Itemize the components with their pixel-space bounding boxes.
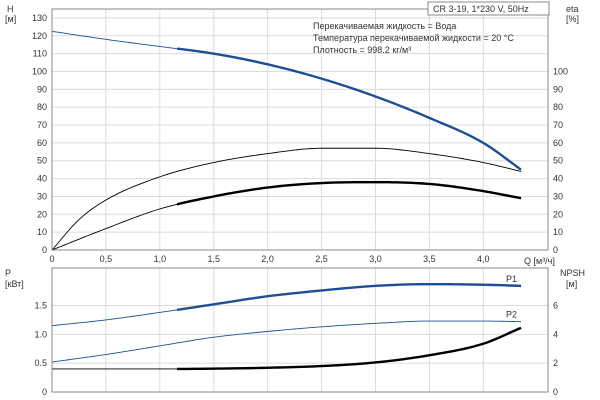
y-right-label-top: eta (566, 4, 579, 14)
top-panel-y-left-tick-label: 70 (37, 120, 47, 130)
top-panel-y-left-tick-label: 90 (37, 84, 47, 94)
x-axis-label: Q [м³/ч] (524, 256, 555, 266)
y-right-label-bottom: NPSH (560, 268, 585, 278)
top-panel-curve-eta_inner (51, 181, 522, 251)
top-panel-y-left-tick-label: 30 (37, 191, 47, 201)
top-panel-x-tick-label: 1,0 (154, 254, 167, 264)
y-right-unit-bottom: [м] (566, 279, 577, 289)
model-title: CR 3-19, 1*230 V, 50Hz (433, 4, 529, 14)
info-line-liquid: Перекачиваемая жидкость = Вода (313, 21, 456, 31)
top-panel-y-right-tick-label: 100 (553, 66, 568, 76)
bottom-panel-y-right-tick-label: 4 (553, 329, 558, 339)
bottom-panel-y-left-tick-label: 0.5 (34, 358, 47, 368)
title-box-frame (427, 1, 550, 16)
title-box: CR 3-19, 1*230 V, 50Hz (427, 1, 550, 16)
top-panel-y-right-tick-label: 0 (553, 245, 558, 255)
bottom-panel-y-right-tick-label: 2 (553, 358, 558, 368)
bottom-panel-y-right-tick-label: 0 (553, 387, 558, 397)
bottom-panel-y-left-tick-label: 0 (42, 387, 47, 397)
top-panel-y-left-tick-label: 10 (37, 227, 47, 237)
head-efficiency-panel: 0 10 20 30 40 50 60 70 80 90 100 110 120 130 0 10 20 30 40… (32, 8, 568, 264)
top-panel-x-tick-label: 2,5 (315, 254, 328, 264)
top-panel-y-left-tick-label: 120 (32, 31, 47, 41)
y-left-label-top: H (7, 4, 14, 14)
top-panel-x-tick-label: 0 (49, 254, 54, 264)
bottom-panel-y-left-tick-label: 1.5 (34, 300, 47, 310)
top-panel-x-tick-label: 2,0 (261, 254, 274, 264)
top-panel-y-left-tick-label: 40 (37, 174, 47, 184)
top-panel-y-left-tick-label: 0 (42, 245, 47, 255)
bottom-panel-curve-npsh-operating-range (177, 326, 522, 371)
axis-titles: H [м] eta [%] Q [м³/ч] P [кВт] NPSH [м] (5, 4, 585, 289)
top-panel-y-right-tick-label: 10 (553, 227, 563, 237)
top-panel-x-tick-label: 3,5 (423, 254, 436, 264)
y-right-unit-top: [%] (566, 14, 579, 24)
top-panel-y-right-tick-label: 20 (553, 209, 563, 219)
top-panel-y-right-tick-label: 30 (553, 191, 563, 201)
info-line-density: Плотность = 998.2 кг/м³ (313, 45, 411, 55)
top-panel-curve-h (51, 30, 522, 171)
bottom-panel-y-left-tick-label: 1.0 (34, 329, 47, 339)
bottom-panel-y-right-tick-label: 6 (553, 300, 558, 310)
top-panel-y-left-tick-label: 80 (37, 102, 47, 112)
top-panel-plot-frame (51, 8, 549, 251)
top-panel-curve-eta_inner-operating-range (176, 180, 522, 206)
top-panel-x-tick-label: 0,5 (100, 254, 113, 264)
bottom-panel-plot-frame (51, 267, 549, 393)
info-line-temperature: Температура перекачиваемой жидкости = 20… (313, 33, 514, 43)
bottom-panel-curve-p2 (51, 320, 522, 363)
top-panel-y-left-tick-label: 60 (37, 138, 47, 148)
top-panel-x-tick-label: 4,0 (477, 254, 490, 264)
top-panel-y-right-tick-label: 80 (553, 102, 563, 112)
top-panel-y-left-tick-label: 20 (37, 209, 47, 219)
top-panel-curve-eta_outer (51, 147, 522, 251)
top-panel-y-right-tick-label: 70 (553, 120, 563, 130)
y-left-unit-bottom: [кВт] (5, 279, 24, 289)
top-panel-y-left-tick-label: 100 (32, 66, 47, 76)
bottom-panel-curve-p1 (51, 283, 522, 327)
top-panel-y-left-tick-label: 110 (33, 49, 47, 59)
top-panel-y-right-tick-label: 40 (553, 174, 563, 184)
y-left-label-bottom: P (5, 268, 11, 278)
bottom-panel-curve-p1-operating-range (176, 282, 522, 312)
power-npsh-panel: 0 0.5 1.0 1.5 0 2 4 6 P1 P2 (34, 267, 558, 397)
top-panel-x-tick-label: 3,0 (369, 254, 382, 264)
top-panel-y-right-tick-label: 90 (553, 84, 563, 94)
top-panel-y-left-tick-label: 50 (37, 156, 47, 166)
top-panel-curve-h-operating-range (176, 47, 522, 171)
top-panel-y-right-tick-label: 60 (553, 138, 563, 148)
top-panel-y-left-tick-label: 130 (32, 13, 47, 23)
fluid-info: Перекачиваемая жидкость = Вода Температу… (313, 21, 514, 55)
series-label-p2: P2 (506, 310, 517, 320)
top-panel-y-right-tick-label: 50 (553, 156, 563, 166)
series-label-p1: P1 (506, 274, 517, 284)
y-left-unit-top: [м] (5, 14, 16, 24)
top-panel-x-tick-label: 1,5 (207, 254, 220, 264)
